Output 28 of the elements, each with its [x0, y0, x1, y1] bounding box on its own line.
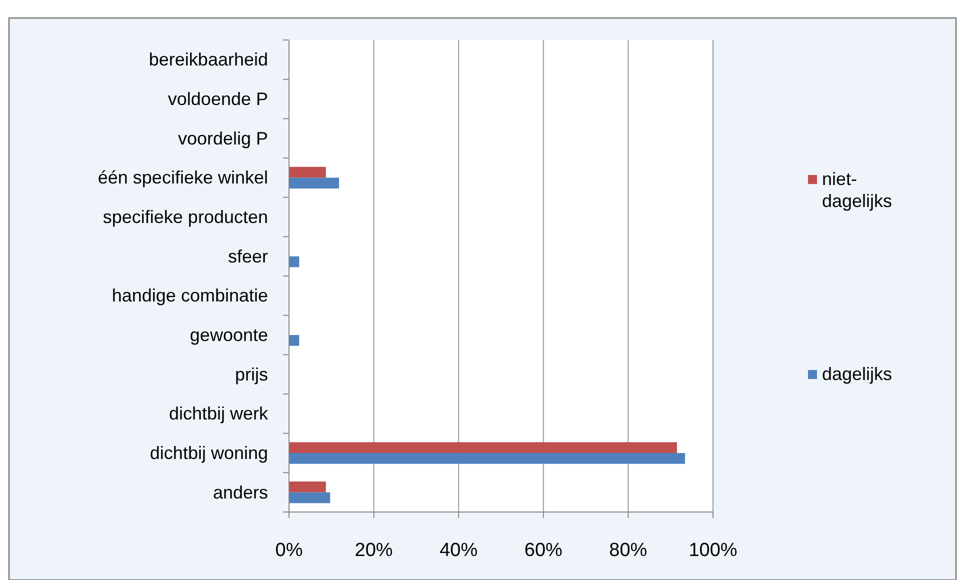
y-tick-label: voldoende P — [168, 89, 268, 109]
x-tick-label: 60% — [524, 540, 563, 561]
bar — [289, 442, 677, 453]
y-tick-label: specifieke producten — [102, 207, 268, 227]
bar — [289, 178, 340, 188]
bar — [289, 335, 300, 346]
x-tick-label: 80% — [609, 540, 648, 561]
y-tick-label: één specifieke winkel — [98, 168, 268, 188]
y-tick-label: gewoonte — [190, 325, 268, 345]
y-tick-label: dichtbij woning — [150, 443, 268, 463]
y-tick-label: anders — [212, 482, 268, 502]
bar — [289, 453, 686, 464]
legend-label: dagelijks — [822, 364, 892, 384]
x-tick-label: 100% — [688, 540, 738, 561]
x-tick-label: 40% — [440, 540, 478, 561]
bar — [289, 256, 300, 268]
x-tick-label: 0% — [275, 540, 303, 561]
y-tick-label: prijs — [234, 364, 268, 384]
y-tick-label: dichtbij werk — [168, 404, 269, 424]
y-tick-label: bereikbaarheid — [148, 50, 268, 70]
y-tick-label: voordelig P — [178, 128, 268, 148]
legend-label: niet-dagelijks — [822, 169, 892, 211]
x-tick-label: 20% — [354, 540, 393, 561]
bar — [289, 492, 330, 504]
y-tick-label: sfeer — [228, 246, 268, 266]
bar — [289, 482, 326, 492]
y-tick-label: handige combinatie — [112, 286, 268, 306]
bar — [289, 166, 326, 178]
